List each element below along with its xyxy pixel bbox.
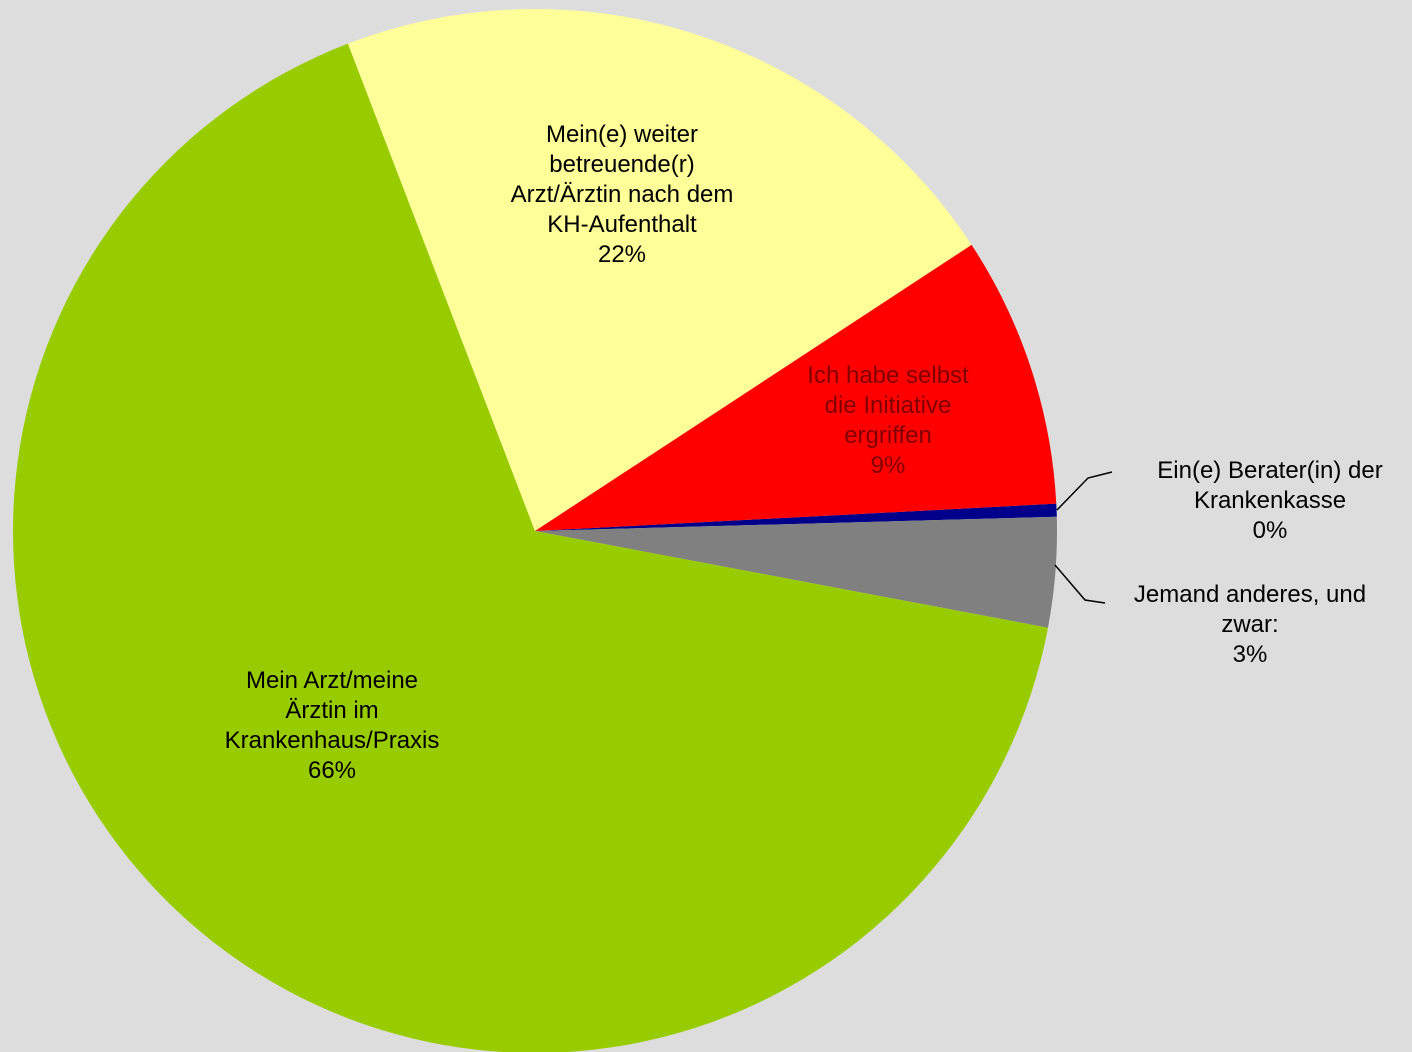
slice-labels: Ein(e) Berater(in) der Krankenkasse 0% Jema… <box>225 121 1383 784</box>
pie-slice-0 <box>535 503 1057 531</box>
slice-label-line: 0% <box>1253 517 1288 544</box>
leader-line-1 <box>1054 564 1106 604</box>
slice-label-line: 9% <box>871 452 906 479</box>
slice-label-line: Jemand anderes, und <box>1134 581 1366 608</box>
slice-label-2: Mein Arzt/meine Ärztin im Krankenhaus/Prax… <box>225 667 440 784</box>
slice-label-line: 3% <box>1233 641 1268 668</box>
slice-label-4: Ich habe selbst die Initiative ergriffen 9% <box>807 362 969 479</box>
slice-label-line: Krankenkasse <box>1194 487 1346 514</box>
slice-label-line: ergriffen <box>844 422 932 449</box>
slice-label-line: Arzt/Ärztin nach dem <box>511 181 734 208</box>
pie-slice-4 <box>535 244 1057 531</box>
pie-slice-3 <box>347 8 972 531</box>
slice-label-line: betreuende(r) <box>549 151 694 178</box>
slice-label-line: Ärztin im <box>285 697 378 724</box>
slice-label-line: zwar: <box>1221 611 1278 638</box>
slice-label-3: Mein(e) weiter betreuende(r) Arzt/Ärztin n… <box>511 121 734 268</box>
slice-label-line: 22% <box>598 241 646 268</box>
leader-line-0 <box>1056 471 1113 511</box>
slice-label-line: Krankenhaus/Praxis <box>225 727 440 754</box>
slice-label-0: Ein(e) Berater(in) der Krankenkasse 0% <box>1157 457 1382 544</box>
slice-label-line: Mein(e) weiter <box>546 121 698 148</box>
slice-label-line: Ein(e) Berater(in) der <box>1157 457 1382 484</box>
pie-slice-2 <box>13 43 1048 1052</box>
slice-label-line: die Initiative <box>825 392 952 419</box>
slice-label-line: 66% <box>308 757 356 784</box>
slice-label-line: KH-Aufenthalt <box>547 211 697 238</box>
slice-label-1: Jemand anderes, und zwar: 3% <box>1134 581 1366 668</box>
slice-label-line: Mein Arzt/meine <box>246 667 418 694</box>
pie-slices <box>13 8 1058 1052</box>
pie-slice-1 <box>535 516 1058 628</box>
leader-lines <box>1054 471 1113 604</box>
slice-label-line: Ich habe selbst <box>807 362 969 389</box>
